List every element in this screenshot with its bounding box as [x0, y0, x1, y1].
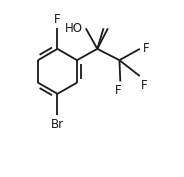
- Text: F: F: [115, 84, 121, 96]
- Text: HO: HO: [65, 22, 83, 35]
- Text: F: F: [54, 13, 61, 26]
- Text: F: F: [142, 42, 149, 55]
- Text: Br: Br: [51, 118, 64, 131]
- Text: F: F: [141, 79, 148, 92]
